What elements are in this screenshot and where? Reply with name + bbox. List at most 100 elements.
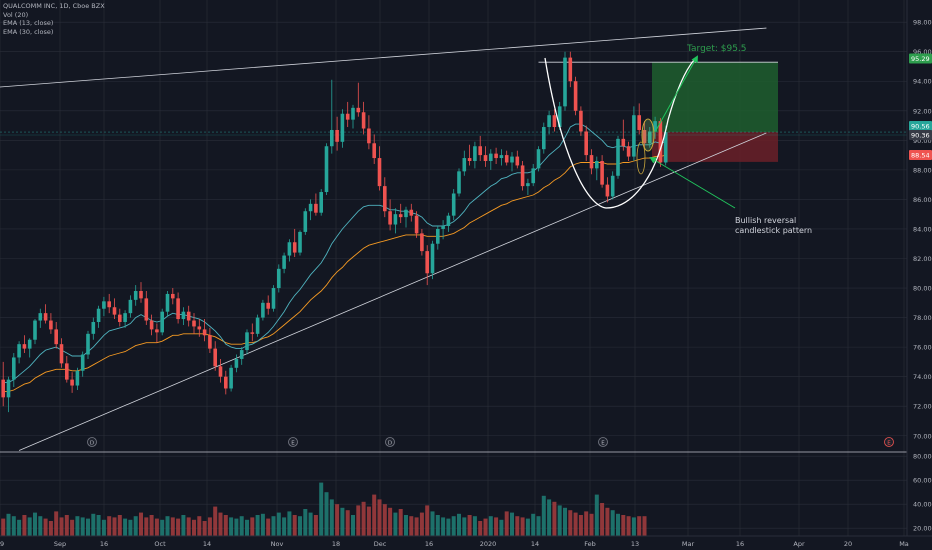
- candle-body: [181, 311, 186, 320]
- volume-bar: [192, 519, 196, 536]
- event-marker: E: [598, 437, 608, 447]
- candle: [234, 354, 239, 373]
- volume-bar: [457, 513, 461, 536]
- candle-body: [202, 329, 207, 336]
- candle-body: [632, 115, 636, 157]
- candle-body: [319, 192, 323, 213]
- candle: [616, 135, 620, 179]
- candle-body: [91, 322, 96, 334]
- candle-body: [610, 175, 615, 197]
- volume-bar: [181, 515, 186, 536]
- volume-bar: [366, 506, 371, 536]
- volume-bar: [218, 512, 223, 536]
- candle: [1, 361, 5, 407]
- candle-body: [345, 113, 350, 120]
- price-tick-label: 72.00: [913, 403, 932, 411]
- candle: [96, 305, 101, 328]
- candle: [70, 372, 74, 393]
- volume-bar: [531, 513, 536, 536]
- candle: [457, 168, 461, 197]
- candle-body: [531, 168, 535, 184]
- legend-ema30[interactable]: EMA (30, close): [3, 27, 54, 36]
- candle: [504, 150, 509, 166]
- candle: [372, 134, 376, 164]
- candle-body: [171, 293, 175, 299]
- candle-body: [595, 161, 599, 169]
- candle: [292, 228, 297, 258]
- candle-body: [621, 138, 626, 147]
- candle: [22, 335, 27, 354]
- candle-body: [96, 308, 101, 323]
- volume-bar: [22, 515, 27, 536]
- candle-body: [86, 333, 90, 355]
- volume-bar: [329, 499, 334, 536]
- price-tick-label: 88.00: [913, 166, 932, 174]
- price-badge-label: 95.29: [911, 55, 930, 63]
- candle-body: [43, 313, 48, 321]
- candle: [637, 103, 641, 135]
- candle: [409, 203, 414, 222]
- candle-body: [123, 313, 127, 323]
- volume-bar: [441, 517, 446, 536]
- volume-bar: [6, 513, 11, 536]
- volume-bar: [504, 511, 509, 536]
- candle: [563, 51, 567, 111]
- symbol-title[interactable]: QUALCOMM INC, 1D, Cboe BZX: [3, 2, 105, 10]
- highlight-ellipse-lower: [636, 141, 646, 175]
- candle: [229, 364, 233, 392]
- candle: [552, 109, 557, 132]
- price-tick-label: 90.00: [913, 137, 932, 145]
- candle: [245, 329, 249, 355]
- legend-ema13[interactable]: EMA (13, close): [3, 19, 54, 28]
- volume-bar: [313, 515, 318, 536]
- candle: [345, 101, 350, 128]
- price-badge: 90.36: [909, 130, 932, 140]
- candle-body: [489, 153, 493, 162]
- volume-bar: [271, 516, 276, 536]
- target-arrow: [654, 55, 698, 133]
- volume-bar: [38, 516, 43, 536]
- candle-body: [504, 155, 509, 163]
- candle: [277, 264, 281, 293]
- candle: [149, 314, 154, 336]
- volume-bar: [128, 519, 133, 536]
- volume-bar: [54, 511, 59, 536]
- candle-body: [483, 155, 488, 162]
- candle: [6, 376, 11, 413]
- candle: [579, 106, 583, 136]
- volume-bar: [446, 518, 451, 536]
- candle: [356, 82, 361, 117]
- candle: [446, 212, 451, 232]
- volume-bar: [64, 515, 69, 536]
- volume-bar: [435, 515, 440, 536]
- upper-trendline: [0, 27, 767, 88]
- candle-body: [38, 313, 43, 321]
- volume-bar: [616, 513, 620, 536]
- volume-tick-label: 60.00: [913, 477, 932, 485]
- price-tick-label: 86.00: [913, 196, 932, 204]
- candle: [86, 330, 90, 359]
- candle-body: [128, 299, 133, 314]
- candle: [393, 208, 398, 234]
- candle-body: [605, 184, 610, 197]
- legend-volume[interactable]: Vol (20): [3, 10, 29, 19]
- volume-bar: [292, 515, 297, 536]
- price-badge-bg: [909, 150, 932, 160]
- candle: [27, 338, 32, 358]
- candle-body: [573, 81, 578, 111]
- candle-body: [266, 302, 270, 309]
- volume-bar: [589, 513, 594, 536]
- price-badge-label: 90.56: [911, 123, 930, 131]
- candle: [123, 310, 127, 328]
- volume-bars: [1, 482, 647, 536]
- volume-bar: [96, 515, 101, 536]
- candle: [425, 245, 429, 286]
- candle-body: [653, 121, 657, 132]
- candle: [176, 292, 180, 324]
- event-circle: [385, 437, 395, 447]
- candle: [75, 367, 80, 390]
- candle-body: [335, 129, 339, 142]
- volume-bar: [107, 516, 112, 536]
